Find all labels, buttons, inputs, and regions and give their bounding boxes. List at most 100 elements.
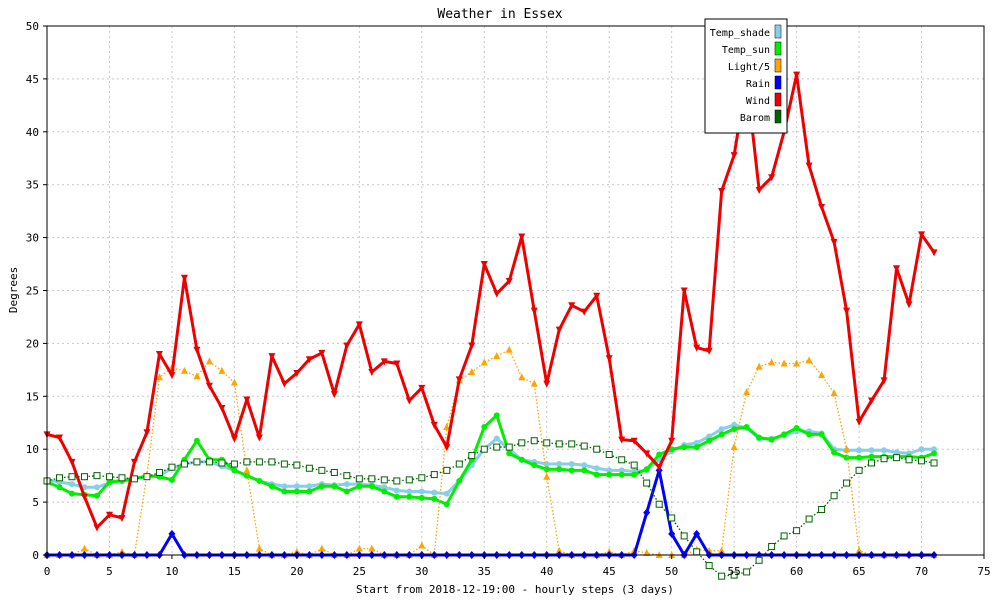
- data-point-barom: [505, 443, 513, 451]
- y-axis-label: Degrees: [7, 267, 20, 313]
- data-point-barom: [518, 439, 526, 447]
- data-point-temp-shade: [493, 435, 500, 442]
- data-point-temp-sun: [243, 472, 250, 479]
- data-point-barom: [105, 473, 113, 481]
- data-point-barom: [730, 571, 738, 579]
- data-point-temp-sun: [393, 493, 400, 500]
- data-point-barom: [805, 515, 813, 523]
- data-point-temp-shade: [718, 426, 725, 433]
- legend-swatch: [774, 92, 782, 107]
- data-point-wind: [230, 435, 238, 443]
- data-point-light-5: [505, 345, 513, 353]
- x-tick-label: 65: [852, 565, 865, 578]
- data-point-wind: [580, 308, 588, 316]
- data-point-wind: [680, 287, 688, 295]
- data-point-temp-sun: [556, 466, 563, 473]
- data-point-temp-sun: [681, 444, 688, 451]
- data-point-wind: [305, 356, 313, 364]
- data-point-temp-sun: [343, 488, 350, 495]
- data-point-barom: [355, 475, 363, 483]
- data-point-temp-shade: [343, 481, 350, 488]
- data-point-wind: [493, 290, 501, 298]
- data-point-temp-sun: [493, 412, 500, 419]
- data-point-temp-sun: [331, 483, 338, 490]
- data-point-wind: [318, 349, 326, 357]
- data-point-barom: [418, 474, 426, 482]
- data-point-barom: [768, 543, 776, 551]
- data-point-light-5: [355, 544, 363, 552]
- data-point-temp-shade: [918, 446, 925, 453]
- data-point-barom: [118, 474, 126, 482]
- x-tick-label: 75: [977, 565, 990, 578]
- data-point-barom: [780, 532, 788, 540]
- data-point-wind: [68, 458, 76, 466]
- data-point-wind: [518, 233, 526, 241]
- data-point-barom: [318, 466, 326, 474]
- data-point-wind: [918, 231, 926, 239]
- data-point-light-5: [255, 544, 263, 552]
- data-point-temp-shade: [568, 461, 575, 468]
- data-point-temp-sun: [531, 462, 538, 469]
- data-point-temp-sun: [106, 478, 113, 485]
- data-point-temp-sun: [793, 425, 800, 432]
- data-point-temp-sun: [593, 471, 600, 478]
- data-point-wind: [818, 203, 826, 211]
- y-tick-label: 0: [32, 549, 39, 562]
- data-point-wind: [905, 301, 913, 309]
- data-point-temp-shade: [556, 461, 563, 468]
- data-point-temp-sun: [931, 450, 938, 457]
- data-point-wind: [805, 162, 813, 170]
- data-point-wind: [568, 302, 576, 310]
- data-point-light-5: [643, 548, 651, 556]
- legend-label: Wind: [746, 96, 770, 107]
- data-point-barom: [255, 458, 263, 466]
- data-point-light-5: [418, 541, 426, 549]
- data-point-temp-shade: [593, 465, 600, 472]
- data-point-barom: [55, 474, 63, 482]
- data-point-temp-shade: [706, 433, 713, 440]
- y-tick-label: 50: [26, 20, 39, 33]
- legend-box: [704, 18, 788, 134]
- data-point-temp-sun: [306, 488, 313, 495]
- data-point-temp-shade: [443, 490, 450, 497]
- data-point-barom: [618, 456, 626, 464]
- data-point-light-5: [818, 371, 826, 379]
- data-point-temp-sun: [668, 446, 675, 453]
- data-point-barom: [68, 473, 76, 481]
- data-point-wind: [268, 353, 276, 361]
- x-tick-label: 40: [540, 565, 553, 578]
- data-point-barom: [543, 439, 551, 447]
- data-point-wind: [930, 249, 938, 257]
- data-point-wind: [593, 292, 601, 300]
- data-point-barom: [655, 500, 663, 508]
- data-point-temp-sun: [368, 483, 375, 490]
- data-point-barom: [718, 572, 726, 580]
- data-point-wind: [280, 380, 288, 388]
- data-point-barom: [180, 460, 188, 468]
- data-point-temp-sun: [93, 492, 100, 499]
- data-point-temp-shade: [931, 446, 938, 453]
- data-point-temp-sun: [868, 453, 875, 460]
- data-point-temp-sun: [356, 483, 363, 490]
- data-point-barom: [130, 475, 138, 483]
- data-point-temp-sun: [656, 451, 663, 458]
- data-point-temp-shade: [281, 483, 288, 490]
- data-point-wind: [618, 436, 626, 444]
- data-point-barom: [893, 454, 901, 462]
- data-point-wind: [468, 342, 476, 350]
- data-point-wind: [218, 404, 226, 412]
- data-point-barom: [905, 456, 913, 464]
- data-point-light-5: [468, 367, 476, 375]
- data-point-temp-shade: [68, 481, 75, 488]
- data-point-light-5: [793, 359, 801, 367]
- data-point-barom: [230, 460, 238, 468]
- data-point-temp-sun: [743, 423, 750, 430]
- data-point-light-5: [843, 445, 851, 453]
- data-point-wind: [430, 421, 438, 429]
- data-point-temp-sun: [431, 495, 438, 502]
- data-point-temp-shade: [731, 421, 738, 428]
- data-point-barom: [380, 476, 388, 484]
- data-point-temp-shade: [618, 467, 625, 474]
- data-point-wind: [555, 326, 563, 334]
- data-point-barom: [143, 473, 151, 481]
